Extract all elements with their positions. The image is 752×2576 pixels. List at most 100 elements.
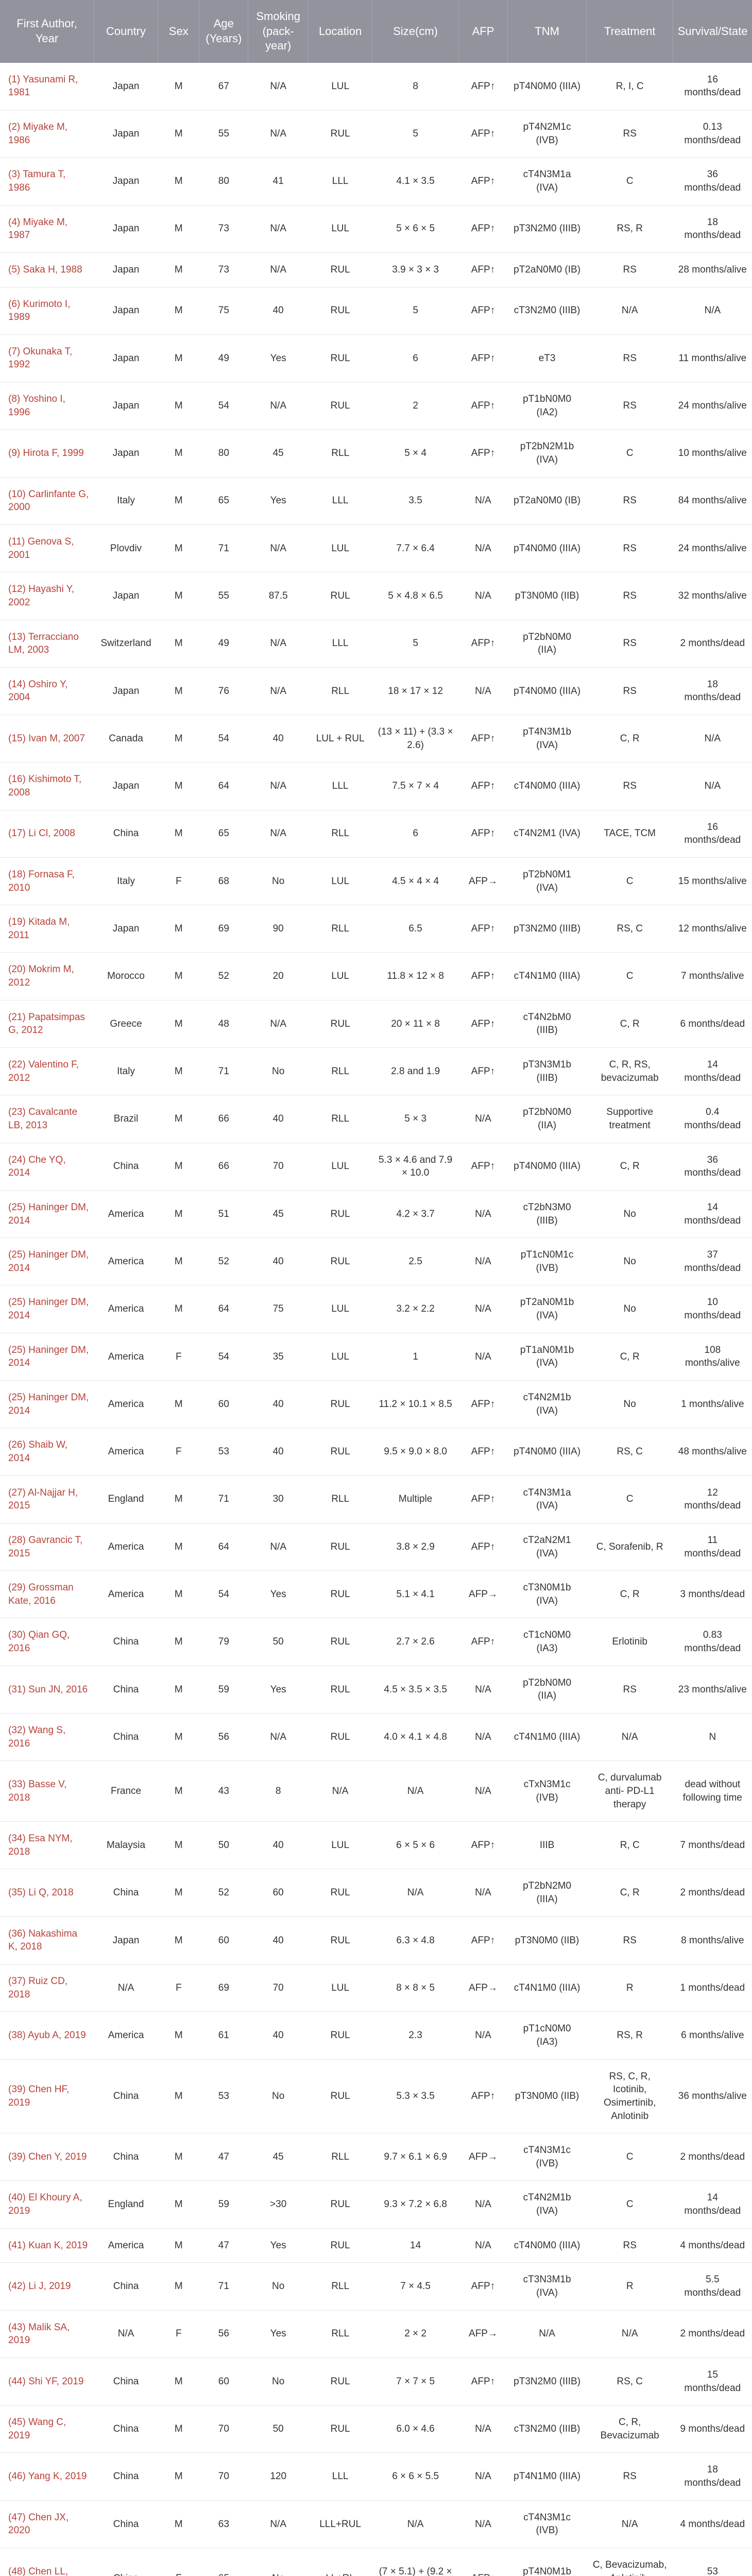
author-cell[interactable]: (38) Ayub A, 2019: [0, 2012, 94, 2059]
author-cell[interactable]: (23) Cavalcante LB, 2013: [0, 1095, 94, 1143]
author-cell[interactable]: (6) Kurimoto I, 1989: [0, 287, 94, 334]
author-cell[interactable]: (27) Al-Najjar H, 2015: [0, 1476, 94, 1523]
data-cell: 16 months/dead: [673, 63, 752, 110]
author-cell[interactable]: (12) Hayashi Y, 2002: [0, 572, 94, 620]
data-cell: AFP↑: [459, 334, 508, 382]
author-cell[interactable]: (47) Chen JX, 2020: [0, 2500, 94, 2548]
table-row: (25) Haninger DM, 2014AmericaM5145RUL4.2…: [0, 1190, 752, 1238]
data-cell: F: [158, 857, 199, 905]
data-cell: Erlotinib: [587, 1618, 673, 1666]
data-cell: America: [94, 1285, 158, 1333]
data-cell: pT4N3M1b (IVA): [507, 715, 586, 762]
data-cell: 40: [248, 715, 309, 762]
author-cell[interactable]: (25) Haninger DM, 2014: [0, 1333, 94, 1380]
author-cell[interactable]: (13) Terracciano LM, 2003: [0, 620, 94, 667]
author-cell[interactable]: (45) Wang C, 2019: [0, 2405, 94, 2453]
author-cell[interactable]: (17) Li Cl, 2008: [0, 810, 94, 857]
data-cell: cT4N3M1a (IVA): [507, 158, 586, 205]
author-cell[interactable]: (26) Shaib W, 2014: [0, 1428, 94, 1476]
data-cell: 14 months/dead: [673, 2181, 752, 2228]
author-cell[interactable]: (25) Haninger DM, 2014: [0, 1238, 94, 1285]
data-cell: LL+RL: [309, 2548, 372, 2576]
data-cell: 6: [372, 810, 459, 857]
author-cell[interactable]: (22) Valentino F, 2012: [0, 1048, 94, 1095]
author-cell[interactable]: (7) Okunaka T, 1992: [0, 334, 94, 382]
data-cell: cT4N1M0 (IIIA): [507, 953, 586, 1000]
author-cell[interactable]: (24) Che YQ, 2014: [0, 1143, 94, 1190]
table-row: (26) Shaib W, 2014AmericaF5340RUL9.5 × 9…: [0, 1428, 752, 1476]
author-cell[interactable]: (5) Saka H, 1988: [0, 252, 94, 287]
author-cell[interactable]: (19) Kitada M, 2011: [0, 905, 94, 953]
author-cell[interactable]: (33) Basse V, 2018: [0, 1761, 94, 1822]
data-cell: N/A: [309, 1761, 372, 1822]
author-cell[interactable]: (20) Mokrim M, 2012: [0, 953, 94, 1000]
author-cell[interactable]: (3) Tamura T, 1986: [0, 158, 94, 205]
author-cell[interactable]: (11) Genova S, 2001: [0, 524, 94, 572]
data-cell: 65: [199, 477, 248, 524]
data-cell: 66: [199, 1143, 248, 1190]
author-cell[interactable]: (9) Hirota F, 1999: [0, 430, 94, 477]
author-cell[interactable]: (42) Li J, 2019: [0, 2263, 94, 2310]
author-cell[interactable]: (21) Papatsimpas G, 2012: [0, 1000, 94, 1047]
author-cell[interactable]: (15) Ivan M, 2007: [0, 715, 94, 762]
author-cell[interactable]: (29) Grossman Kate, 2016: [0, 1571, 94, 1618]
data-cell: AFP→: [459, 2133, 508, 2181]
author-cell[interactable]: (43) Malik SA, 2019: [0, 2310, 94, 2358]
data-cell: cT1cN0M0 (IA3): [507, 1618, 586, 1666]
data-cell: RS: [587, 477, 673, 524]
author-cell[interactable]: (48) Chen LL, 2020: [0, 2548, 94, 2576]
author-cell[interactable]: (28) Gavrancic T, 2015: [0, 1523, 94, 1570]
data-cell: Yes: [248, 2310, 309, 2358]
author-cell[interactable]: (31) Sun JN, 2016: [0, 1666, 94, 1713]
data-cell: No: [587, 1190, 673, 1238]
data-cell: 56: [199, 2310, 248, 2358]
data-cell: M: [158, 1761, 199, 1822]
author-cell[interactable]: (25) Haninger DM, 2014: [0, 1381, 94, 1428]
author-cell[interactable]: (32) Wang S, 2016: [0, 1713, 94, 1760]
data-cell: cT2aN2M1 (IVA): [507, 1523, 586, 1570]
author-cell[interactable]: (2) Miyake M, 1986: [0, 110, 94, 158]
data-cell: 64: [199, 762, 248, 810]
author-cell[interactable]: (10) Carlinfante G, 2000: [0, 477, 94, 524]
table-row: (8) Yoshino I, 1996JapanM54N/ARUL2AFP↑pT…: [0, 382, 752, 430]
author-cell[interactable]: (34) Esa NYM, 2018: [0, 1822, 94, 1869]
author-cell[interactable]: (44) Shi YF, 2019: [0, 2358, 94, 2405]
data-cell: No: [248, 2548, 309, 2576]
author-cell[interactable]: (8) Yoshino I, 1996: [0, 382, 94, 430]
data-cell: LUL: [309, 524, 372, 572]
data-cell: 80: [199, 430, 248, 477]
data-cell: AFP↑: [459, 1523, 508, 1570]
data-cell: China: [94, 810, 158, 857]
data-cell: Japan: [94, 63, 158, 110]
author-cell[interactable]: (4) Miyake M, 1987: [0, 205, 94, 252]
data-cell: N/A: [459, 572, 508, 620]
data-cell: RUL: [309, 287, 372, 334]
author-cell[interactable]: (25) Haninger DM, 2014: [0, 1190, 94, 1238]
author-cell[interactable]: (36) Nakashima K, 2018: [0, 1917, 94, 1964]
author-cell[interactable]: (39) Chen Y, 2019: [0, 2133, 94, 2181]
author-cell[interactable]: (1) Yasunami R, 1981: [0, 63, 94, 110]
data-cell: 3.8 × 2.9: [372, 1523, 459, 1570]
author-cell[interactable]: (46) Yang K, 2019: [0, 2453, 94, 2500]
data-cell: 2.7 × 2.6: [372, 1618, 459, 1666]
author-cell[interactable]: (37) Ruiz CD, 2018: [0, 1964, 94, 2012]
author-cell[interactable]: (16) Kishimoto T, 2008: [0, 762, 94, 810]
data-cell: 7 months/alive: [673, 953, 752, 1000]
author-cell[interactable]: (40) El Khoury A, 2019: [0, 2181, 94, 2228]
author-cell[interactable]: (18) Fornasa F, 2010: [0, 857, 94, 905]
author-cell[interactable]: (35) Li Q, 2018: [0, 1869, 94, 1917]
data-cell: 70: [199, 2453, 248, 2500]
data-cell: 69: [199, 1964, 248, 2012]
author-cell[interactable]: (41) Kuan K, 2019: [0, 2228, 94, 2263]
data-cell: LUL: [309, 1822, 372, 1869]
author-cell[interactable]: (39) Chen HF, 2019: [0, 2059, 94, 2133]
data-cell: pT2bN2M0 (IIIA): [507, 1869, 586, 1917]
data-cell: 30: [248, 1476, 309, 1523]
author-cell[interactable]: (25) Haninger DM, 2014: [0, 1285, 94, 1333]
data-cell: 15 months/alive: [673, 857, 752, 905]
data-cell: RUL: [309, 334, 372, 382]
author-cell[interactable]: (14) Oshiro Y, 2004: [0, 667, 94, 715]
data-cell: 49: [199, 620, 248, 667]
author-cell[interactable]: (30) Qian GQ, 2016: [0, 1618, 94, 1666]
data-cell: 2.8 and 1.9: [372, 1048, 459, 1095]
